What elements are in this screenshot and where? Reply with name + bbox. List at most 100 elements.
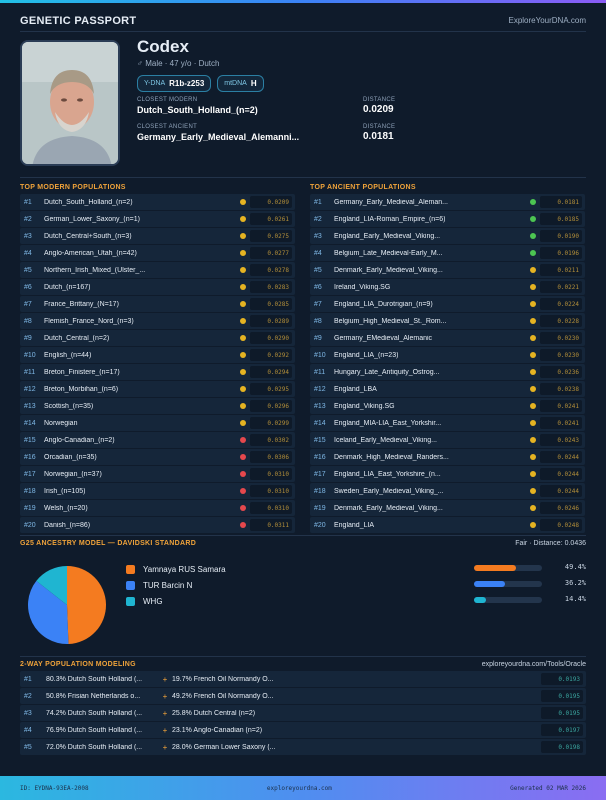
population-row[interactable]: #15 Anglo-Canadian_(n=2) 0.0302: [20, 432, 295, 448]
distance-status-dot: [530, 488, 536, 494]
population-rank: #2: [314, 215, 322, 223]
population-name: Welsh_(n=20): [44, 504, 88, 512]
population-row[interactable]: #12 Breton_Morbihan_(n=6) 0.0295: [20, 381, 295, 397]
population-row[interactable]: #15 Iceland_Early_Medieval_Viking... 0.024…: [310, 432, 585, 448]
population-row[interactable]: #14 England_MIA-LIA_East_Yorkshir... 0.024…: [310, 415, 585, 431]
population-rank: #8: [314, 317, 322, 325]
population-row[interactable]: #9 Dutch_Central_(n=2) 0.0290: [20, 330, 295, 346]
population-distance: 0.0285: [250, 298, 292, 310]
population-distance: 0.0221: [540, 281, 582, 293]
twoway-row[interactable]: #1 80.3% Dutch South Holland (... +19.7% F…: [20, 671, 586, 687]
population-row[interactable]: #8 Flemish_France_Nord_(n=3) 0.0289: [20, 313, 295, 329]
population-distance: 0.0299: [250, 417, 292, 429]
population-rank: #19: [24, 504, 36, 512]
bar-fill: [474, 565, 516, 571]
population-rank: #5: [314, 266, 322, 274]
population-row[interactable]: #20 England_LIA 0.0248: [310, 517, 585, 533]
population-rank: #16: [24, 453, 36, 461]
population-name: Sweden_Early_Medieval_Viking_...: [334, 487, 444, 495]
population-distance: 0.0209: [250, 196, 292, 208]
population-row[interactable]: #17 England_LIA_East_Yorkshire_(n... 0.024…: [310, 466, 585, 482]
population-row[interactable]: #13 England_Viking.SG 0.0241: [310, 398, 585, 414]
population-row[interactable]: #4 Anglo-American_Utah_(n=42) 0.0277: [20, 245, 295, 261]
population-row[interactable]: #3 England_Early_Medieval_Viking... 0.0190: [310, 228, 585, 244]
twoway-model-list: #1 80.3% Dutch South Holland (... +19.7% F…: [20, 671, 586, 756]
twoway-row[interactable]: #2 50.8% Frisian Netherlands o... +49.2% F…: [20, 688, 586, 704]
modern-population-list: #1 Dutch_South_Holland_(n=2) 0.0209 #2 Germa…: [20, 194, 295, 534]
population-row[interactable]: #13 Scottish_(n=35) 0.0296: [20, 398, 295, 414]
population-rank: #15: [314, 436, 326, 444]
modern-distance-label: DISTANCE: [363, 97, 396, 103]
population-row[interactable]: #18 Irish_(n=105) 0.0310: [20, 483, 295, 499]
population-row[interactable]: #5 Northern_Irish_Mixed_(Ulster_... 0.0278: [20, 262, 295, 278]
population-row[interactable]: #3 Dutch_Central+South_(n=3) 0.0275: [20, 228, 295, 244]
population-rank: #14: [314, 419, 326, 427]
population-row[interactable]: #11 Breton_Finistere_(n=17) 0.0294: [20, 364, 295, 380]
twoway-fit: 0.0195: [541, 690, 583, 702]
population-row[interactable]: #18 Sweden_Early_Medieval_Viking_... 0.024…: [310, 483, 585, 499]
twoway-source-b: 25.8% Dutch Central (n=2): [172, 709, 256, 717]
population-rank: #4: [314, 249, 322, 257]
population-row[interactable]: #17 Norwegian_(n=37) 0.0310: [20, 466, 295, 482]
population-row[interactable]: #6 Ireland_Viking.SG 0.0221: [310, 279, 585, 295]
population-row[interactable]: #5 Denmark_Early_Medieval_Viking... 0.0211: [310, 262, 585, 278]
population-row[interactable]: #20 Danish_(n=86) 0.0311: [20, 517, 295, 533]
population-distance: 0.0311: [250, 519, 292, 531]
population-distance: 0.0211: [540, 264, 582, 276]
page-title: GENETIC PASSPORT: [20, 14, 137, 27]
distance-status-dot: [530, 318, 536, 324]
closest-ancient-value: Germany_Early_Medieval_Alemanni...: [137, 132, 300, 142]
population-name: Belgium_High_Medieval_St._Rom...: [334, 317, 447, 325]
distance-status-dot: [530, 250, 536, 256]
population-distance: 0.0238: [540, 383, 582, 395]
population-row[interactable]: #16 Orcadian_(n=35) 0.0306: [20, 449, 295, 465]
twoway-source[interactable]: exploreyourdna.com/Tools/Oracle: [481, 661, 586, 668]
distance-status-dot: [240, 454, 246, 460]
population-row[interactable]: #12 England_LBA 0.0238: [310, 381, 585, 397]
population-row[interactable]: #9 Germany_EMedieval_Alemanic 0.0230: [310, 330, 585, 346]
population-distance: 0.0296: [250, 400, 292, 412]
population-row[interactable]: #2 German_Lower_Saxony_(n=1) 0.0261: [20, 211, 295, 227]
ancient-section-title: TOP ANCIENT POPULATIONS: [310, 184, 416, 191]
population-row[interactable]: #1 Dutch_South_Holland_(n=2) 0.0209: [20, 194, 295, 210]
population-row[interactable]: #4 Belgium_Late_Medieval-Early_M... 0.0196: [310, 245, 585, 261]
population-row[interactable]: #10 England_LIA_(n=23) 0.0230: [310, 347, 585, 363]
twoway-row[interactable]: #5 72.0% Dutch South Holland (... +28.0% G…: [20, 739, 586, 755]
population-row[interactable]: #7 France_Brittany_(N=17) 0.0285: [20, 296, 295, 312]
twoway-fit: 0.0198: [541, 741, 583, 753]
population-name: Norwegian: [44, 419, 78, 427]
twoway-row[interactable]: #3 74.2% Dutch South Holland (... +25.8% D…: [20, 705, 586, 721]
plus-icon: +: [162, 708, 168, 718]
population-distance: 0.0244: [540, 451, 582, 463]
population-distance: 0.0306: [250, 451, 292, 463]
population-rank: #13: [24, 402, 36, 410]
population-row[interactable]: #14 Norwegian 0.0299: [20, 415, 295, 431]
population-row[interactable]: #19 Welsh_(n=20) 0.0310: [20, 500, 295, 516]
bar-percent: 49.4%: [564, 563, 586, 571]
population-row[interactable]: #8 Belgium_High_Medieval_St._Rom... 0.0228: [310, 313, 585, 329]
brand-link[interactable]: ExploreYourDNA.com: [508, 16, 586, 25]
profile-meta: ♂ Male · 47 y/o · Dutch: [137, 59, 220, 68]
population-row[interactable]: #10 English_(n=44) 0.0292: [20, 347, 295, 363]
population-rank: #19: [314, 504, 326, 512]
population-row[interactable]: #7 England_LIA_Durotrigian_(n=9) 0.0224: [310, 296, 585, 312]
twoway-row[interactable]: #4 76.9% Dutch South Holland (... +23.1% A…: [20, 722, 586, 738]
plus-icon: +: [162, 725, 168, 735]
population-name: Anglo-American_Utah_(n=42): [44, 249, 137, 257]
footer-site[interactable]: exploreyourdna.com: [266, 784, 332, 792]
population-row[interactable]: #2 England_LIA-Roman_Empire_(n=6) 0.0185: [310, 211, 585, 227]
twoway-source-a: 50.8% Frisian Netherlands o...: [46, 692, 141, 700]
legend-swatch: [126, 597, 135, 606]
population-row[interactable]: #11 Hungary_Late_Antiquity_Ostrog... 0.023…: [310, 364, 585, 380]
divider: [20, 656, 586, 657]
component-bar-row: 49.4%: [474, 562, 586, 577]
population-row[interactable]: #16 Denmark_High_Medieval_Randers... 0.024…: [310, 449, 585, 465]
g25-title: G25 ANCESTRY MODEL — DAVIDSKI STANDARD: [20, 540, 197, 547]
population-row[interactable]: #19 Denmark_Early_Medieval_Viking... 0.024…: [310, 500, 585, 516]
distance-status-dot: [240, 369, 246, 375]
population-row[interactable]: #1 Germany_Early_Medieval_Aleman... 0.0181: [310, 194, 585, 210]
twoway-rank: #5: [24, 743, 32, 751]
population-row[interactable]: #6 Dutch_(n=167) 0.0283: [20, 279, 295, 295]
twoway-rank: #1: [24, 675, 32, 683]
distance-status-dot: [240, 233, 246, 239]
